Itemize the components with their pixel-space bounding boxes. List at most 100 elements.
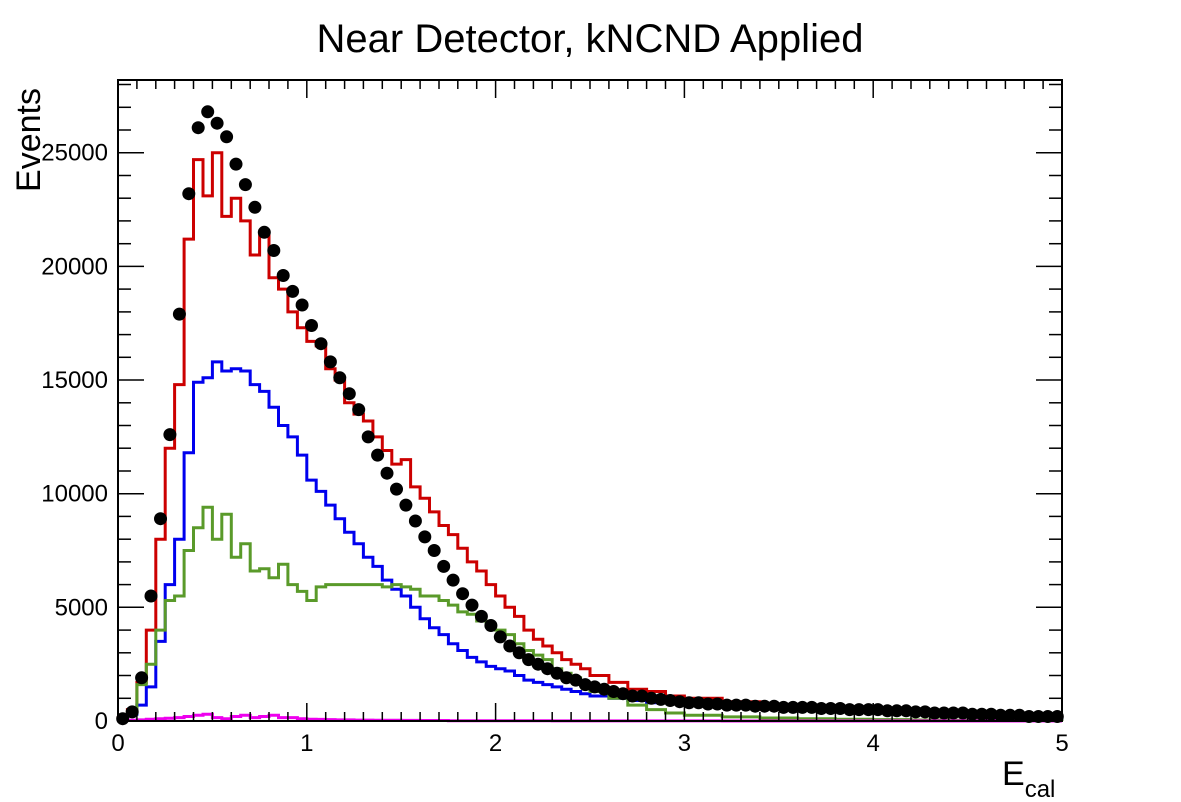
data-point [314, 337, 328, 351]
data-point [739, 698, 753, 712]
x-tick-label: 1 [300, 730, 313, 757]
data-point [786, 700, 800, 714]
histogram-series-1 [116, 151, 1064, 721]
data-point [814, 702, 828, 715]
data-point [257, 225, 271, 239]
x-axis-label: Ecal [1002, 755, 1055, 802]
data-point [1041, 710, 1055, 723]
data-point [1003, 708, 1017, 722]
x-tick-label: 3 [678, 730, 691, 757]
data-point [248, 200, 262, 214]
data-point [852, 703, 866, 717]
y-tick-label: 25000 [41, 140, 108, 167]
data-point [456, 587, 470, 601]
data-point [673, 695, 687, 709]
data-point [446, 573, 460, 587]
data-point [267, 244, 281, 257]
data-point [191, 121, 205, 135]
x-tick-label: 0 [111, 730, 124, 757]
data-point [748, 699, 762, 713]
x-axis-label-sub: cal [1025, 776, 1056, 802]
data-point [465, 598, 479, 612]
data-point [390, 482, 403, 496]
data-point [503, 639, 517, 653]
data-point [295, 298, 309, 312]
data-point [729, 698, 743, 712]
data-point [154, 512, 167, 526]
data-point [163, 428, 177, 442]
data-point [399, 498, 413, 512]
data-point [984, 707, 998, 721]
data-point [286, 284, 300, 298]
data-point [833, 702, 847, 715]
histogram-series-2 [116, 360, 1064, 721]
data-point [1013, 708, 1026, 722]
data-point [342, 387, 356, 401]
y-tick-label: 20000 [41, 253, 108, 280]
data-point [437, 559, 451, 573]
data-point [484, 619, 498, 632]
data-point [305, 319, 318, 332]
data-point [352, 403, 366, 417]
data-point [890, 704, 904, 718]
data-point [408, 514, 422, 528]
data-point [862, 703, 875, 717]
data-point [512, 646, 526, 660]
y-tick-label: 5000 [55, 594, 108, 621]
data-point [144, 589, 158, 603]
data-point [909, 705, 923, 719]
data-point [220, 130, 234, 144]
data-point [276, 269, 290, 282]
data-point [975, 707, 989, 721]
data-point [701, 697, 715, 711]
data-point [361, 430, 375, 444]
y-tick-label: 10000 [41, 481, 108, 508]
data-point [843, 703, 857, 717]
data-point [758, 699, 772, 713]
data-point [182, 187, 196, 201]
data-point [626, 689, 639, 703]
plot-frame [117, 79, 1063, 722]
data-point [654, 692, 668, 706]
x-axis-label-main: E [1002, 755, 1025, 793]
data-point [371, 448, 385, 462]
y-axis-label: Events [10, 88, 48, 192]
data-point [135, 671, 149, 685]
data-point [172, 307, 186, 321]
data-point [710, 697, 724, 711]
y-tick-label: 0 [95, 708, 108, 735]
data-point [899, 704, 913, 718]
data-point [777, 700, 790, 714]
data-point [720, 698, 734, 712]
data-point [1031, 710, 1045, 723]
y-tick-label: 15000 [41, 367, 108, 394]
data-point [644, 691, 658, 705]
data-point [965, 707, 979, 721]
data-point [663, 694, 677, 707]
plot-area [116, 105, 1064, 726]
data-point [937, 706, 951, 720]
chart-title: Near Detector, kNCND Applied [317, 17, 864, 61]
axis-ticks: 0 1 2 3 4 5 0 5000 10000 15000 20000 25000 [41, 80, 1069, 757]
data-point [805, 700, 819, 714]
data-point [201, 105, 215, 119]
data-point [918, 705, 932, 719]
data-point [1050, 710, 1064, 723]
data-point [880, 704, 894, 718]
data-point [493, 630, 507, 644]
x-tick-label: 4 [867, 730, 880, 757]
data-point [210, 116, 224, 130]
data-point [994, 708, 1008, 722]
data-point [795, 700, 809, 714]
data-point [474, 609, 488, 623]
data-point [333, 371, 347, 385]
data-point [125, 705, 139, 719]
data-point [871, 703, 885, 717]
data-point [238, 178, 252, 192]
data-point [323, 355, 337, 369]
data-point [824, 702, 838, 715]
x-tick-label: 2 [489, 730, 502, 757]
data-point [1022, 710, 1036, 723]
